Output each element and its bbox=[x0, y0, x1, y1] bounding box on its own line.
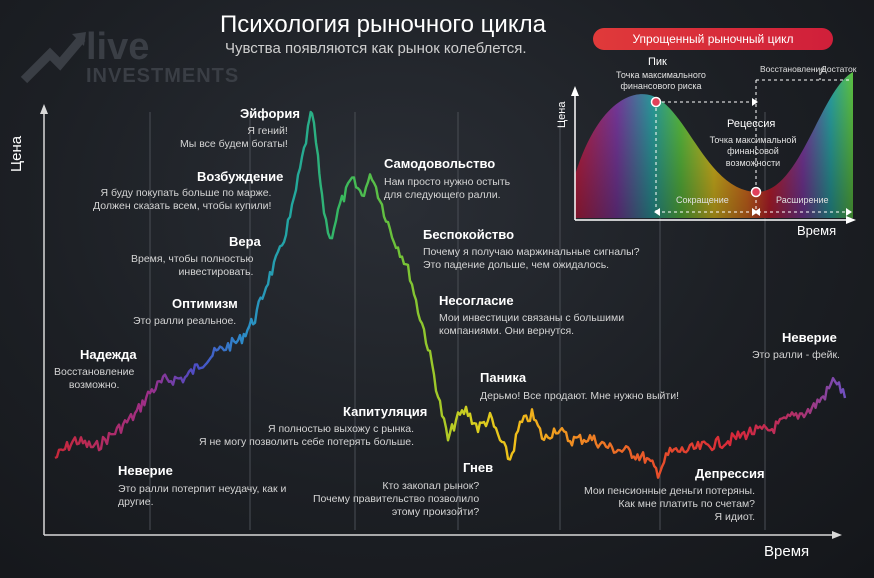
stage-panic: Паника bbox=[480, 370, 527, 385]
quote-hope: Восстановление возможно. bbox=[54, 366, 135, 392]
inset-curve-shade bbox=[575, 72, 853, 218]
quote-depression: Мои пенсионные деньги потеряны. Как мне … bbox=[584, 485, 756, 524]
quote-disbelief: Это ралли потерпит неудачу, как и другие… bbox=[118, 483, 287, 509]
quote-panic: Дерьмо! Все продают. Мне нужно выйти! bbox=[480, 390, 680, 402]
page-subtitle: Чувства появляются как рынок колеблется. bbox=[225, 40, 527, 57]
quote-optimism: Это ралли реальное. bbox=[133, 315, 237, 327]
stage-thrill: Возбуждение bbox=[197, 169, 284, 184]
inset-prosperity-label: Достаток bbox=[821, 64, 857, 74]
quote-denial: Мои инвестиции связаны с большими компан… bbox=[439, 312, 625, 338]
inset-title-badge: Упрощенный рыночный цикл bbox=[593, 28, 833, 50]
stage-disbelief: Неверие bbox=[118, 463, 173, 478]
quote-anxiety: Почему я получаю маржинальные сигналы? Э… bbox=[423, 246, 640, 272]
inset-x-arrow bbox=[846, 216, 856, 224]
quote-euphoria: Я гений! Мы все будем богаты! bbox=[180, 125, 288, 151]
stage-optimism: Оптимизм bbox=[172, 296, 238, 311]
quote-capitulation: Я полностью выхожу с рынка. Я не могу по… bbox=[199, 423, 415, 449]
inset-chart bbox=[571, 72, 856, 224]
brand-line1: live bbox=[86, 26, 150, 68]
stage-belief: Вера bbox=[229, 234, 261, 249]
peak-marker bbox=[650, 96, 662, 108]
inset-peak-label: Пик bbox=[648, 56, 667, 68]
quote-complacency: Нам просто нужно остыть для следующего р… bbox=[384, 176, 511, 202]
stage-denial: Несогласие bbox=[439, 293, 514, 308]
page-title: Психология рыночного цикла bbox=[220, 11, 546, 38]
x-axis-arrow bbox=[832, 531, 842, 539]
quote-thrill: Я буду покупать больше по марже. Должен … bbox=[93, 187, 272, 213]
stage-capitulation: Капитуляция bbox=[343, 404, 428, 419]
inset-recession-desc: Точка максимальной финансовой возможност… bbox=[709, 135, 797, 168]
inset-y-label: Цена bbox=[556, 101, 568, 128]
inset-contraction-label: Сокращение bbox=[676, 195, 729, 205]
inset-recession-label: Рецессия bbox=[727, 118, 776, 130]
quote-disbelief-2: Это ралли - фейк. bbox=[752, 349, 840, 361]
inset-x-label: Время bbox=[797, 223, 837, 238]
inset-recovery-label: Восстановление bbox=[760, 64, 826, 74]
stage-euphoria: Эйфория bbox=[240, 106, 300, 121]
brand-arrow-icon bbox=[20, 32, 86, 84]
y-axis-arrow bbox=[40, 104, 48, 114]
price-line bbox=[54, 110, 847, 479]
y-axis-label: Цена bbox=[8, 135, 25, 172]
inset-peak-desc: Точка максимального финансового риска bbox=[616, 70, 706, 92]
quote-belief: Время, чтобы полностью инвестировать. bbox=[131, 253, 254, 279]
brand-line2: INVESTMENTS bbox=[86, 65, 240, 87]
stage-depression: Депрессия bbox=[695, 466, 765, 481]
stage-hope: Надежда bbox=[80, 347, 137, 362]
quote-anger: Кто закопал рынок? Почему правительство … bbox=[313, 480, 480, 519]
inset-expansion-label: Расширение bbox=[776, 195, 829, 205]
stage-complacency: Самодовольство bbox=[384, 156, 496, 171]
x-axis-label: Время bbox=[764, 543, 810, 560]
inset-y-arrow bbox=[571, 86, 579, 96]
recession-marker bbox=[750, 186, 762, 198]
stage-anxiety: Беспокойство bbox=[423, 227, 515, 242]
stage-disbelief-2: Неверие bbox=[782, 330, 837, 345]
stage-anger: Гнев bbox=[463, 460, 494, 475]
